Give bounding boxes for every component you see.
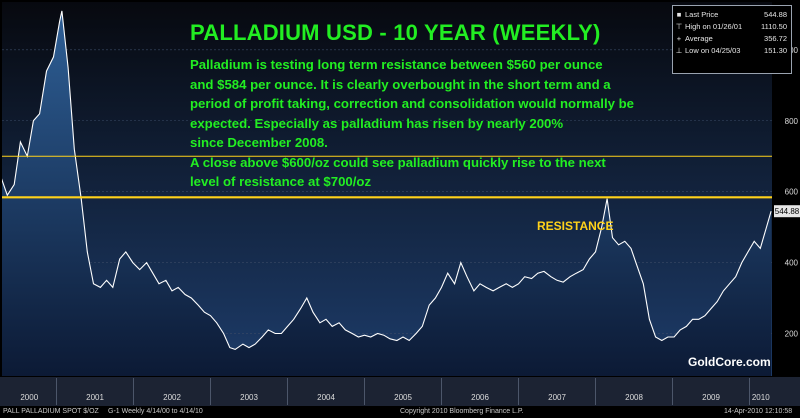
last-price-tag-text: 544.88 xyxy=(775,207,800,216)
x-tick-label: 2010 xyxy=(752,393,770,402)
square-icon: ■ xyxy=(676,10,682,19)
watermark: GoldCore.com xyxy=(688,355,771,369)
legend-row-last-price: ■ Last Price 544.88 xyxy=(675,10,789,19)
chart-title: PALLADIUM USD - 10 YEAR (WEEKLY) xyxy=(190,20,601,45)
footer-range: G-1 Weekly 4/14/00 to 4/14/10 xyxy=(108,408,203,415)
legend-label: Low on 04/25/03 xyxy=(685,46,741,55)
commentary-line: since December 2008. xyxy=(190,135,328,150)
low-marker-icon: ⊥ xyxy=(675,46,683,55)
commentary-line: level of resistance at $700/oz xyxy=(190,174,372,189)
legend-label: High on 01/26/01 xyxy=(685,22,743,31)
legend-value: 356.72 xyxy=(764,34,787,43)
commentary-line: and $584 per ounce. It is clearly overbo… xyxy=(190,76,611,92)
x-tick-label: 2005 xyxy=(394,393,412,402)
x-axis-ticks: 2000 2001 2002 2003 2004 2005 2006 2007 2008 2009… xyxy=(20,393,770,402)
y-tick-label: 200 xyxy=(785,329,799,338)
legend-row-average: + Average 356.72 xyxy=(675,34,789,43)
x-tick-label: 2006 xyxy=(471,393,489,402)
last-price-tag: 544.88 xyxy=(774,205,800,218)
legend-label: Average xyxy=(685,34,713,43)
x-tick-label: 2000 xyxy=(20,393,38,402)
x-tick-label: 2009 xyxy=(702,393,720,402)
legend-box: ■ Last Price 544.88 ⊤ High on 01/26/01 1… xyxy=(672,5,792,74)
commentary-line: expected. Especially as palladium has ri… xyxy=(190,115,564,131)
y-tick-label: 800 xyxy=(785,117,799,126)
y-tick-label: 600 xyxy=(785,188,799,197)
x-tick-label: 2001 xyxy=(86,393,104,402)
legend-value: 151.30 xyxy=(764,46,787,55)
price-line xyxy=(2,10,772,351)
y-axis-ticks: 2004006008001000 xyxy=(780,46,798,339)
x-tick-label: 2008 xyxy=(625,393,643,402)
legend-value: 1110.50 xyxy=(761,22,787,31)
footer-ticker: PALL PALLADIUM SPOT $/OZ xyxy=(3,408,99,415)
legend-label: Last Price xyxy=(685,10,719,19)
average-marker-icon: + xyxy=(676,34,682,43)
footer-copyright: Copyright 2010 Bloomberg Finance L.P. xyxy=(400,408,524,415)
x-tick-label: 2004 xyxy=(317,393,335,402)
price-area-fill xyxy=(2,10,772,376)
commentary-line: period of profit taking, correction and … xyxy=(190,96,635,111)
footer-timestamp: 14-Apr-2010 12:10:58 xyxy=(724,408,793,415)
y-tick-label: 400 xyxy=(785,259,799,268)
x-tick-label: 2002 xyxy=(163,393,181,402)
legend-row-high: ⊤ High on 01/26/01 1110.50 xyxy=(675,22,789,31)
year-bands xyxy=(0,377,800,406)
resistance-label: RESISTANCE xyxy=(537,219,614,233)
commentary-line: Palladium is testing long term resistanc… xyxy=(190,57,603,72)
commentary-line: A close above $600/oz could see palladiu… xyxy=(190,154,606,170)
legend-row-low: ⊥ Low on 04/25/03 151.30 xyxy=(675,46,789,55)
commentary-text: Palladium is testing long term resistanc… xyxy=(190,55,660,192)
legend-value: 544.88 xyxy=(764,10,787,19)
x-tick-label: 2003 xyxy=(240,393,258,402)
resistance-lines xyxy=(2,155,772,199)
high-marker-icon: ⊤ xyxy=(675,22,683,31)
x-tick-label: 2007 xyxy=(548,393,566,402)
